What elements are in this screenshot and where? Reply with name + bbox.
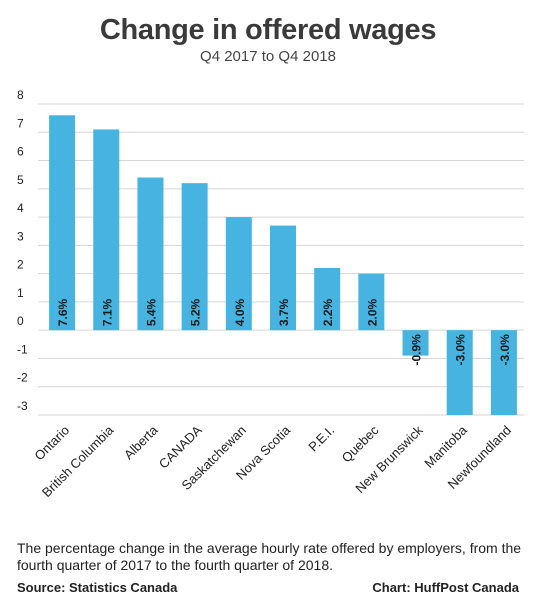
y-tick-label: 1: [17, 286, 24, 300]
bar: [446, 330, 473, 415]
bar-chart: -3 -2 -1 0 1 2 3 4 5 6 7 8 7.6% 7.1% 5.4% 5.2% 4.0% 3.7%…: [17, 88, 524, 500]
x-tick-label: P.E.I.: [305, 423, 337, 455]
data-label: -3.0%: [454, 334, 468, 366]
data-label: 7.1%: [100, 299, 114, 327]
data-label: -3.0%: [498, 334, 512, 366]
x-tick-label: Alberta: [121, 422, 161, 462]
data-label: 5.4%: [144, 299, 158, 327]
y-tick-label: 8: [17, 88, 24, 102]
source-note: Source: Statistics Canada: [17, 580, 178, 595]
bar: [225, 217, 252, 331]
bar: [49, 115, 76, 331]
data-label: 2.2%: [321, 299, 335, 327]
bar: [270, 225, 296, 331]
y-tick-label: 3: [17, 229, 24, 243]
y-axis-ticks: -3 -2 -1 0 1 2 3 4 5 6 7 8: [17, 88, 28, 413]
y-tick-label: -3: [17, 399, 28, 413]
bar: [181, 183, 208, 331]
chart-credit: Chart: HuffPost Canada: [372, 580, 519, 595]
bar: [402, 330, 429, 356]
data-label: 4.0%: [233, 299, 247, 327]
data-label: 3.7%: [277, 299, 291, 327]
data-labels: 7.6% 7.1% 5.4% 5.2% 4.0% 3.7% 2.2% 2.0% -0.9% -3.…: [56, 299, 512, 366]
y-tick-label: 5: [17, 173, 24, 187]
x-tick-label: Quebec: [339, 422, 382, 465]
y-tick-label: 6: [17, 145, 24, 159]
x-tick-label: Ontario: [31, 423, 72, 464]
bar: [137, 177, 164, 331]
bar: [93, 129, 120, 331]
data-label: 7.6%: [56, 299, 70, 327]
chart-subtitle: Q4 2017 to Q4 2018: [200, 48, 336, 65]
data-label: 5.2%: [189, 299, 203, 327]
data-label: -0.9%: [410, 334, 424, 366]
bars: [49, 115, 517, 415]
y-tick-label: 0: [17, 314, 24, 328]
y-tick-label: 4: [17, 201, 24, 215]
y-tick-label: 7: [17, 116, 24, 130]
chart-caption: The percentage change in the average hou…: [17, 540, 522, 573]
data-label: 2.0%: [365, 299, 379, 327]
chart-title: Change in offered wages: [99, 14, 437, 46]
y-tick-label: 2: [17, 258, 24, 272]
y-tick-label: -2: [17, 371, 28, 385]
y-tick-label: -1: [17, 342, 28, 356]
bar: [490, 330, 517, 415]
bar: [314, 267, 341, 331]
bar: [358, 273, 385, 331]
